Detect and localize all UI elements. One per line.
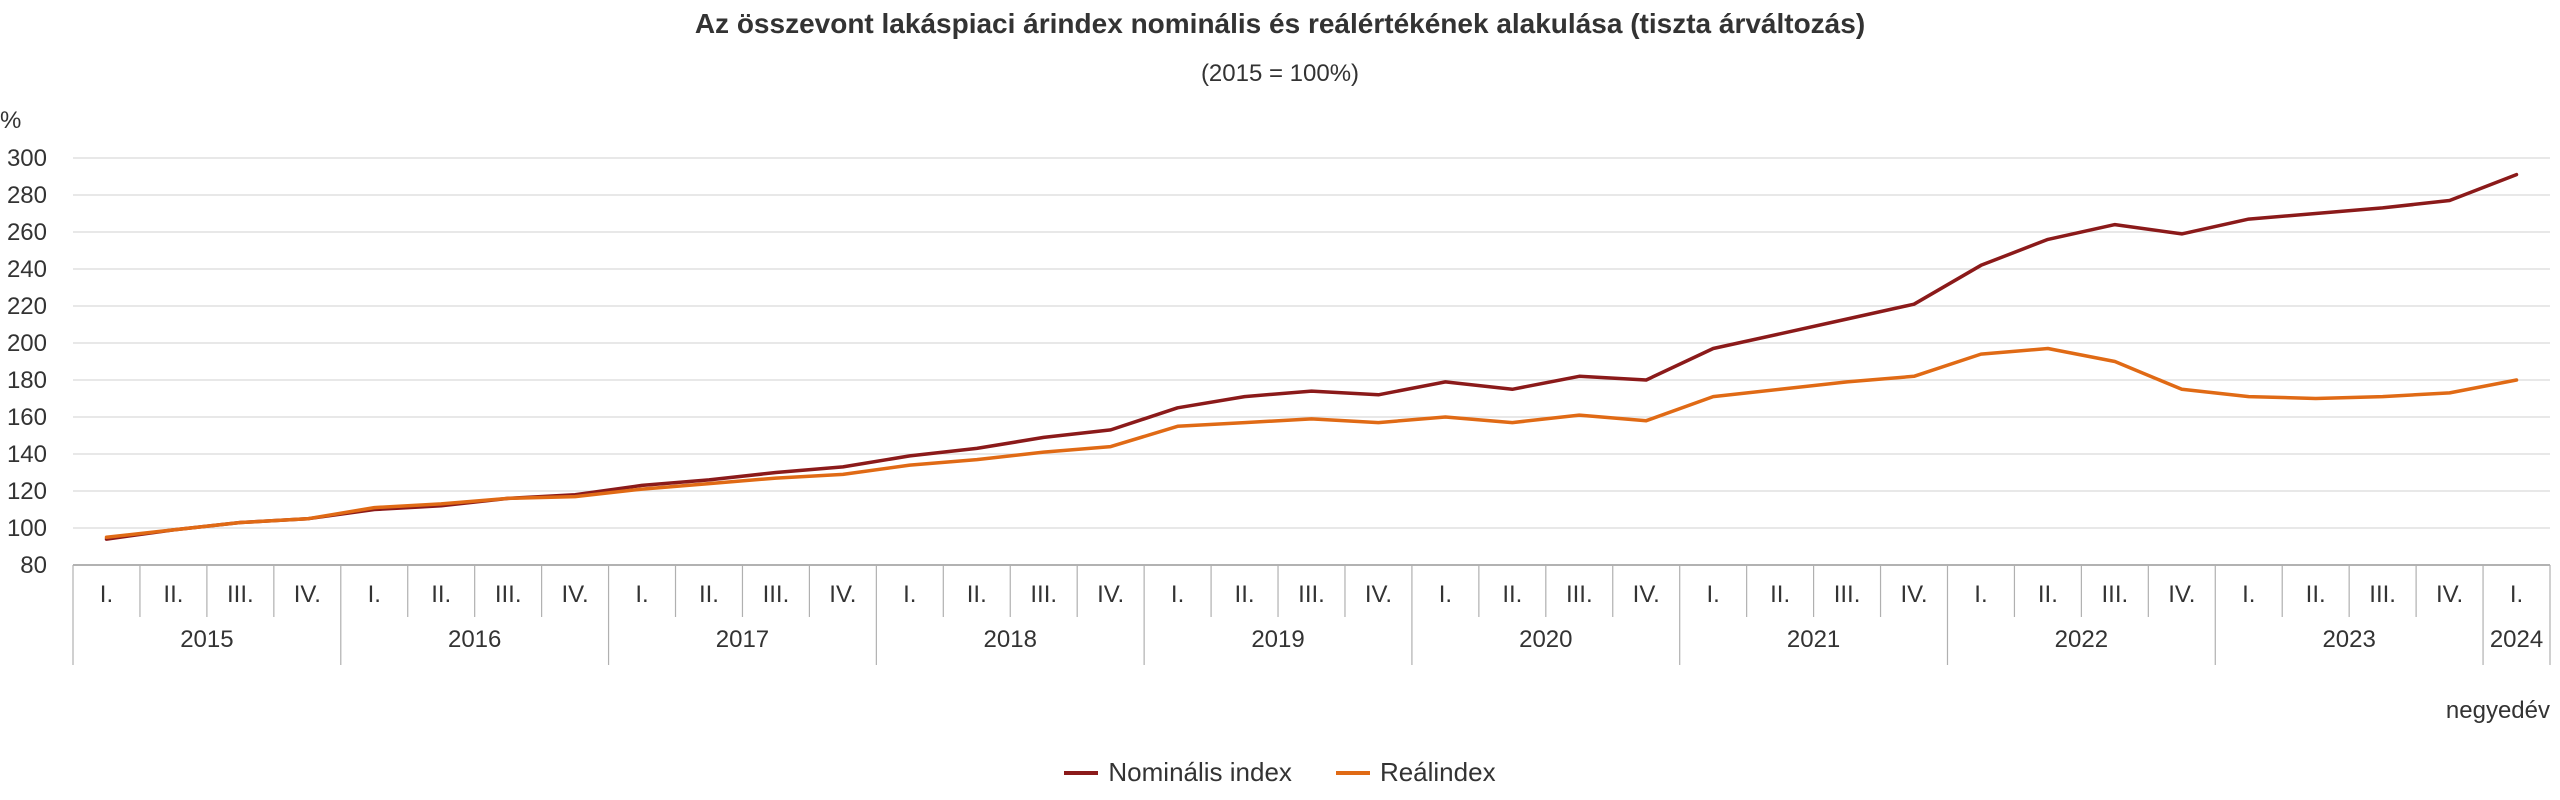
x-tick-label-quarter: III. bbox=[763, 581, 790, 608]
y-tick-label: 140 bbox=[7, 441, 47, 468]
y-tick-label: 220 bbox=[7, 293, 47, 320]
x-tick-label-quarter: IV. bbox=[2168, 581, 2195, 608]
x-tick-label-quarter: III. bbox=[1566, 581, 1593, 608]
legend-swatch-real bbox=[1335, 770, 1370, 775]
series-lines bbox=[104, 172, 2519, 541]
legend-item-nominal[interactable]: Nominális index bbox=[1064, 757, 1292, 788]
x-tick-label-quarter: II. bbox=[2306, 581, 2326, 608]
series-line-real bbox=[104, 346, 2519, 540]
legend-item-real[interactable]: Reálindex bbox=[1335, 757, 1496, 788]
x-tick-label-quarter: I. bbox=[1439, 581, 1452, 608]
y-tick-label: 300 bbox=[7, 145, 47, 172]
x-tick-label-quarter: I. bbox=[2242, 581, 2255, 608]
x-tick-label-quarter: I. bbox=[903, 581, 916, 608]
y-tick-label: 120 bbox=[7, 478, 47, 505]
x-tick-label-quarter: IV. bbox=[562, 581, 589, 608]
legend-swatch-nominal bbox=[1064, 770, 1099, 775]
x-tick-label-quarter: III. bbox=[2102, 581, 2129, 608]
x-tick-label-quarter: IV. bbox=[294, 581, 321, 608]
x-tick-label-quarter: III. bbox=[1030, 581, 1057, 608]
x-tick-label-quarter: III. bbox=[1298, 581, 1325, 608]
legend-label-real: Reálindex bbox=[1379, 757, 1496, 787]
legend-label-nominal: Nominális index bbox=[1108, 757, 1292, 787]
x-tick-label-quarter: I. bbox=[1171, 581, 1184, 608]
x-tick-label-quarter: I. bbox=[1974, 581, 1987, 608]
y-tick-label: 240 bbox=[7, 256, 47, 283]
x-tick-label-quarter: III. bbox=[227, 581, 254, 608]
x-tick-label-quarter: II. bbox=[431, 581, 451, 608]
y-tick-label: 260 bbox=[7, 219, 47, 246]
x-tick-label-year: 2018 bbox=[984, 626, 1037, 653]
line-chart: % 80 100 120 140 160 180 200 220 240 260 280 300 I.… bbox=[0, 107, 2551, 724]
x-tick-label-year: 2016 bbox=[448, 626, 501, 653]
x-tick-label-quarter: IV. bbox=[1900, 581, 1927, 608]
x-tick-label-quarter: I. bbox=[635, 581, 648, 608]
x-tick-label-quarter: IV. bbox=[1097, 581, 1124, 608]
y-axis-ticks: 80 100 120 140 160 180 200 220 240 260 280 300 bbox=[7, 145, 47, 579]
x-tick-label-quarter: III. bbox=[1834, 581, 1861, 608]
x-tick-label-year: 2020 bbox=[1519, 626, 1572, 653]
y-tick-label: 280 bbox=[7, 182, 47, 209]
x-tick-label-year: 2019 bbox=[1251, 626, 1304, 653]
series-line-nominal bbox=[104, 172, 2519, 541]
x-tick-label-quarter: II. bbox=[1502, 581, 1522, 608]
y-tick-label: 200 bbox=[7, 330, 47, 357]
x-tick-label-quarter: IV. bbox=[829, 581, 856, 608]
x-tick-label-year: 2023 bbox=[2322, 626, 2375, 653]
gridlines bbox=[73, 157, 2550, 566]
x-tick-label-quarter: II. bbox=[967, 581, 987, 608]
x-tick-label-quarter: IV. bbox=[2436, 581, 2463, 608]
x-tick-label-year: 2024 bbox=[2490, 626, 2543, 653]
x-tick-label-quarter: II. bbox=[163, 581, 183, 608]
x-tick-label-quarter: I. bbox=[368, 581, 381, 608]
x-tick-label-quarter: II. bbox=[1770, 581, 1790, 608]
x-tick-label-year: 2017 bbox=[716, 626, 769, 653]
y-tick-label: 180 bbox=[7, 367, 47, 394]
x-tick-label-quarter: II. bbox=[2038, 581, 2058, 608]
x-tick-label-quarter: I. bbox=[1707, 581, 1720, 608]
x-axis-label: negyedév bbox=[2446, 697, 2550, 724]
legend: Nominális index Reálindex bbox=[0, 757, 2560, 788]
chart-title: Az összevont lakáspiaci árindex nomináli… bbox=[694, 8, 1866, 39]
x-tick-label-quarter: IV. bbox=[1633, 581, 1660, 608]
x-tick-label-year: 2021 bbox=[1787, 626, 1840, 653]
x-tick-label-year: 2015 bbox=[180, 626, 233, 653]
y-tick-label: 160 bbox=[7, 404, 47, 431]
x-tick-label-quarter: IV. bbox=[1365, 581, 1392, 608]
x-tick-label-year: 2022 bbox=[2055, 626, 2108, 653]
y-tick-label: 80 bbox=[20, 552, 47, 579]
y-axis-label: % bbox=[0, 107, 21, 134]
x-tick-label-quarter: III. bbox=[495, 581, 522, 608]
x-tick-label-quarter: I. bbox=[100, 581, 113, 608]
x-tick-label-quarter: III. bbox=[2369, 581, 2396, 608]
x-tick-label-quarter: I. bbox=[2510, 581, 2523, 608]
x-axis: I. II. III. IV. I. II. III. IV. I. II. III. IV. I. II… bbox=[72, 565, 2551, 665]
x-tick-label-quarter: II. bbox=[1235, 581, 1255, 608]
chart-subtitle: (2015 = 100%) bbox=[1200, 60, 1360, 87]
x-tick-label-quarter: II. bbox=[699, 581, 719, 608]
y-tick-label: 100 bbox=[7, 515, 47, 542]
